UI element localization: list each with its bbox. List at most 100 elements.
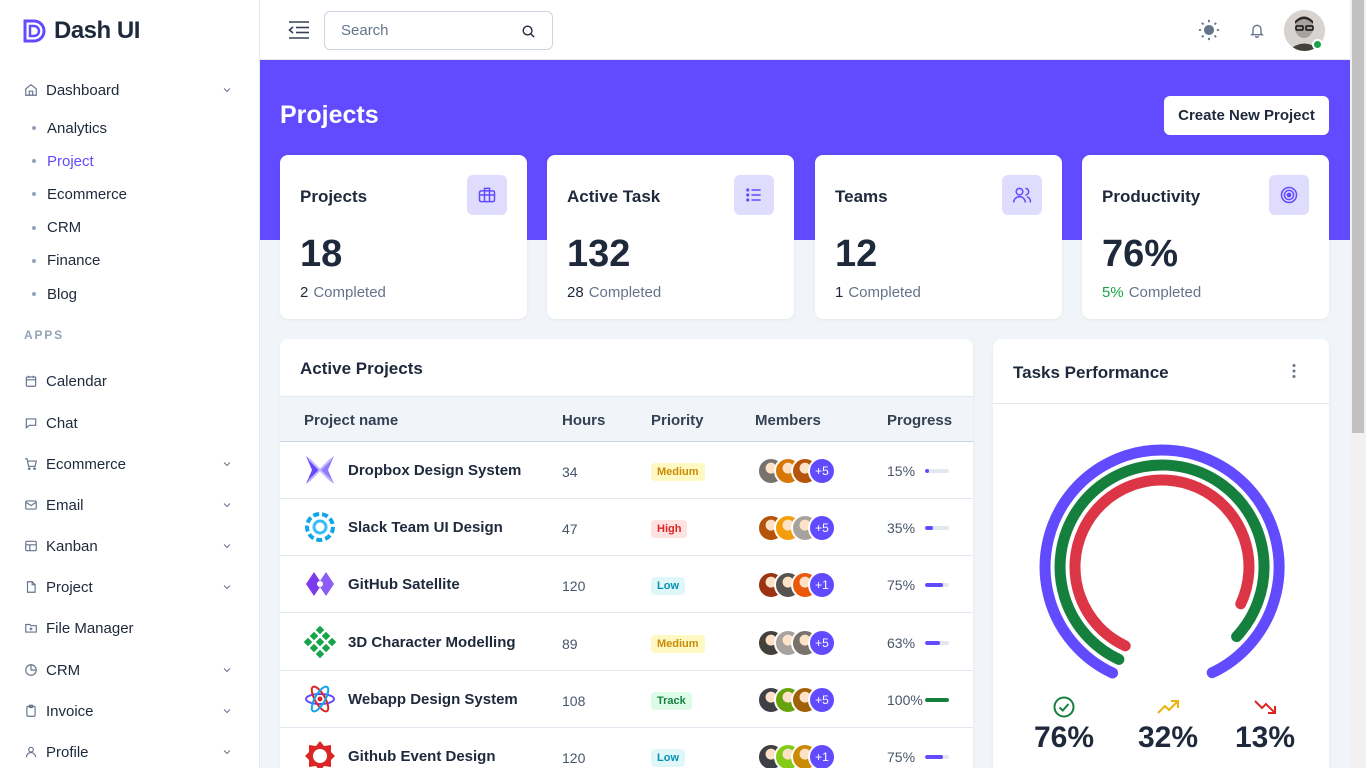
stat-completed: 5% Completed — [1102, 284, 1201, 301]
progress-percent: 100% — [887, 691, 923, 708]
sidebar-item-label: Profile — [46, 743, 89, 761]
stat-completed: 1 Completed — [835, 284, 921, 301]
sidebar-item-label: Email — [46, 496, 84, 514]
project-hours: 120 — [562, 750, 586, 766]
folder-icon — [24, 621, 38, 635]
table-row[interactable]: Webapp Design System 108 Track +5 100% — [280, 671, 973, 728]
sidebar-item-chat[interactable]: Chat — [0, 405, 259, 441]
stat-card-projects: Projects 18 2 Completed — [280, 155, 527, 319]
table-row[interactable]: 3D Character Modelling 89 Medium +5 63% — [280, 614, 973, 671]
column-header-project-name: Project name — [304, 412, 399, 429]
progress-bar-fill — [925, 583, 943, 588]
stat-completed-count: 2 — [300, 284, 309, 301]
sidebar-subitem-label: Project — [47, 152, 94, 170]
page-scrollbar[interactable] — [1350, 0, 1366, 768]
sidebar-item-invoice[interactable]: Invoice — [0, 693, 259, 729]
more-members-badge[interactable]: +5 — [808, 514, 836, 543]
progress-bar — [925, 583, 949, 588]
progress-bar — [925, 526, 949, 531]
sidebar-item-file-manager[interactable]: File Manager — [0, 610, 259, 646]
bullet-dot — [32, 258, 36, 263]
project-name[interactable]: Github Event Design — [348, 748, 496, 765]
table-row[interactable]: Dropbox Design System 34 Medium +5 15% — [280, 442, 973, 499]
sidebar-item-ecommerce[interactable]: Ecommerce — [0, 446, 259, 482]
progress-bar-fill — [925, 526, 934, 531]
more-members-badge[interactable]: +1 — [808, 743, 836, 768]
create-new-project-button[interactable]: Create New Project — [1164, 96, 1329, 135]
progress-ring-3[interactable] — [1069, 474, 1255, 652]
3d-logo-icon — [304, 625, 336, 658]
chat-icon — [24, 416, 38, 430]
more-members-badge[interactable]: +5 — [808, 457, 836, 485]
search-icon[interactable] — [521, 24, 536, 39]
progress-percent: 75% — [887, 577, 916, 594]
sidebar-subitem-finance[interactable]: Finance — [32, 248, 100, 274]
chevron-down-icon — [223, 709, 231, 714]
sidebar-subitem-analytics[interactable]: Analytics — [32, 115, 107, 141]
project-name[interactable]: GitHub Satellite — [348, 576, 460, 594]
priority-badge: High — [651, 520, 688, 539]
event-logo-icon — [305, 741, 335, 768]
stat-value: 76% — [1102, 233, 1179, 275]
more-vertical-icon[interactable] — [1284, 361, 1304, 381]
task-stat-value: 76% — [1033, 721, 1095, 754]
sidebar-item-project[interactable]: Project — [0, 569, 259, 605]
progress-ring-2[interactable] — [1054, 459, 1270, 665]
list-icon — [734, 175, 774, 215]
sidebar-item-kanban[interactable]: Kanban — [0, 528, 259, 564]
sidebar-item-crm[interactable]: CRM — [0, 652, 259, 688]
priority-badge: Medium — [651, 634, 705, 653]
table-row[interactable]: GitHub Satellite 120 Low +1 75% — [280, 556, 973, 614]
sidebar-subitem-ecommerce[interactable]: Ecommerce — [32, 181, 127, 207]
slack-logo-icon — [305, 512, 335, 543]
kanban-icon — [24, 539, 38, 553]
bell-icon[interactable] — [1249, 21, 1265, 39]
pie-chart-icon — [24, 663, 38, 677]
webapp-logo-icon — [305, 685, 335, 713]
users-icon — [1002, 175, 1042, 215]
more-members-badge[interactable]: +5 — [808, 628, 836, 657]
section-label-apps: APPS — [24, 328, 64, 342]
trending-down-icon — [1254, 700, 1276, 714]
sidebar-subitem-crm[interactable]: CRM — [32, 215, 81, 241]
sidebar: Dash UI Dashboard Analytics Project Ecomme… — [0, 0, 260, 768]
stat-card-active-task: Active Task 132 28 Completed — [547, 155, 794, 319]
stat-label: Active Task — [567, 187, 661, 206]
sun-icon[interactable] — [1198, 19, 1220, 41]
chevron-down-icon — [223, 585, 231, 590]
sidebar-item-profile[interactable]: Profile — [0, 734, 259, 768]
home-icon — [24, 83, 38, 97]
more-members-badge[interactable]: +1 — [808, 571, 836, 600]
tasks-radial-chart — [1039, 444, 1285, 679]
project-name[interactable]: Dropbox Design System — [348, 462, 522, 479]
task-stat-trending-up: 32% — [1128, 695, 1208, 755]
sidebar-item-label: File Manager — [46, 619, 134, 637]
table-row[interactable]: Github Event Design 120 Low +1 75% — [280, 728, 973, 768]
table-row[interactable]: Slack Team UI Design 47 High +5 35% — [280, 499, 973, 557]
panel-title: Active Projects — [300, 359, 423, 378]
chevron-down-icon — [223, 544, 231, 549]
progress-bar-fill — [925, 755, 943, 759]
sidebar-subitem-blog[interactable]: Blog — [32, 281, 77, 307]
sidebar-item-email[interactable]: Email — [0, 487, 259, 523]
progress-bar — [925, 755, 949, 759]
active-projects-panel: Active Projects Project name Hours Prior… — [280, 339, 973, 768]
brand-name: Dash UI — [54, 17, 140, 44]
stat-completed-label: Completed — [588, 284, 662, 301]
stat-card-teams: Teams 12 1 Completed — [815, 155, 1062, 319]
project-name[interactable]: Slack Team UI Design — [348, 519, 503, 537]
page-title: Projects — [280, 101, 379, 129]
sidebar-subitem-project[interactable]: Project — [32, 148, 94, 174]
project-name[interactable]: Webapp Design System — [348, 690, 518, 708]
progress-ring-1[interactable] — [1039, 444, 1285, 679]
project-name[interactable]: 3D Character Modelling — [348, 633, 516, 651]
brand[interactable]: Dash UI — [0, 0, 259, 62]
sidebar-item-dashboard[interactable]: Dashboard — [0, 72, 259, 108]
more-members-badge[interactable]: +5 — [808, 685, 836, 714]
sidebar-item-calendar[interactable]: Calendar — [0, 363, 259, 399]
search-input[interactable] — [341, 22, 511, 39]
menu-toggle-icon[interactable] — [288, 20, 310, 40]
topbar — [260, 0, 1350, 60]
scrollbar-thumb[interactable] — [1352, 0, 1364, 433]
stat-value: 132 — [567, 233, 631, 275]
